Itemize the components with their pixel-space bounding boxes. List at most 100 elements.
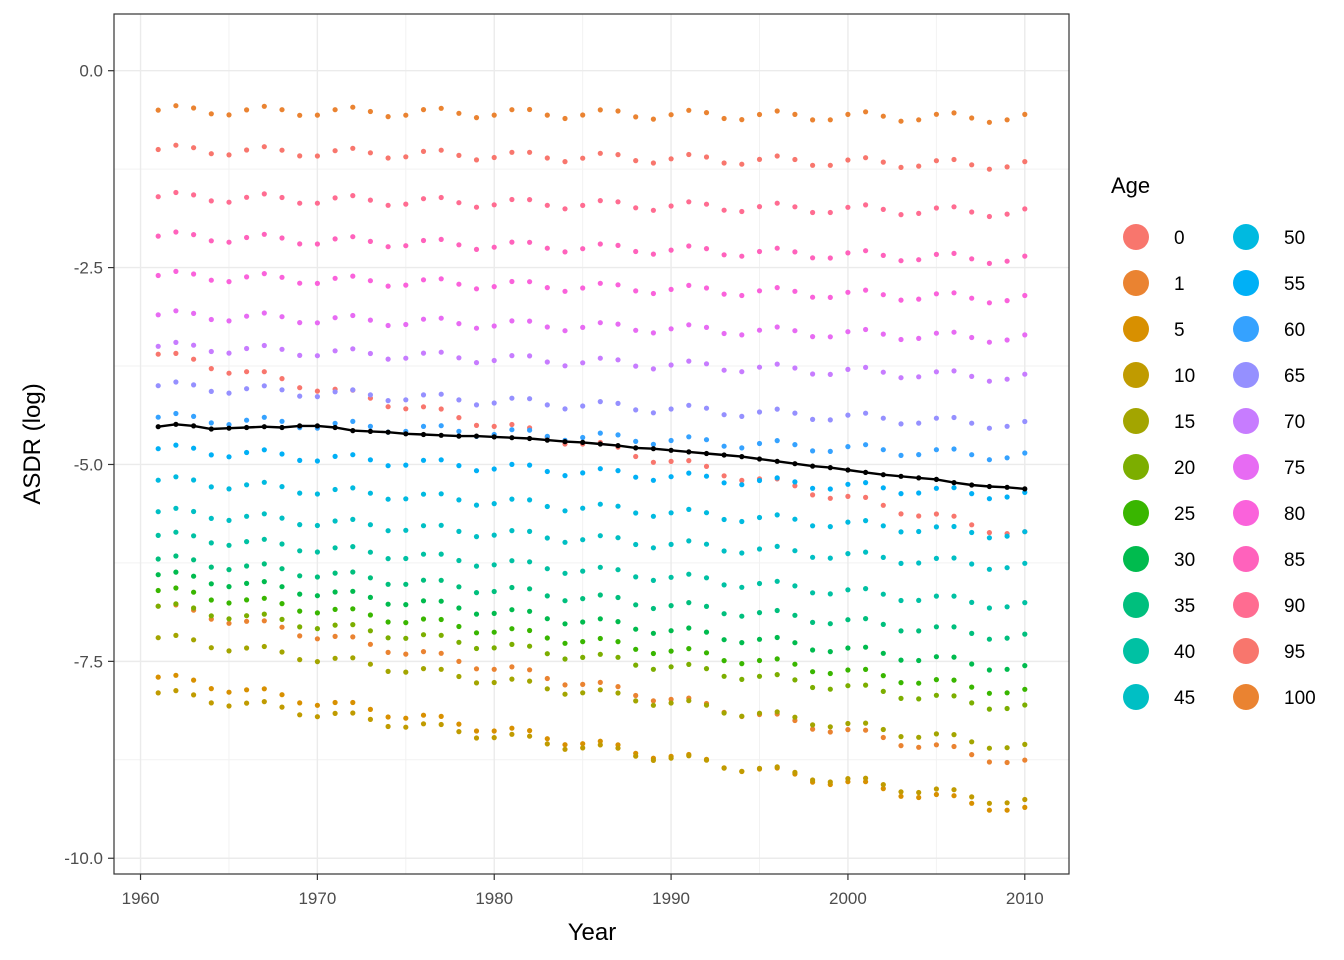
data-point <box>933 369 940 375</box>
data-point <box>774 108 780 114</box>
data-point <box>633 288 639 294</box>
data-point <box>933 330 940 336</box>
data-point <box>544 433 550 439</box>
data-point <box>1004 745 1010 751</box>
data-point <box>898 258 904 264</box>
x-tick-label: 1990 <box>652 889 690 908</box>
x-tick-label: 2010 <box>1006 889 1044 908</box>
data-point <box>456 242 462 248</box>
data-point <box>721 207 727 213</box>
data-point <box>385 322 391 329</box>
data-point <box>615 357 621 363</box>
data-point <box>668 474 674 480</box>
data-point <box>686 698 692 704</box>
data-point <box>509 461 515 467</box>
data-point <box>350 104 356 110</box>
data-point <box>1004 635 1010 641</box>
data-point <box>509 528 515 534</box>
data-point <box>898 529 904 535</box>
data-point <box>332 589 338 595</box>
data-point <box>314 702 320 708</box>
data-point <box>438 598 444 604</box>
data-point <box>403 397 409 403</box>
data-point <box>1004 666 1010 672</box>
data-point <box>385 723 391 730</box>
data-point <box>367 317 373 323</box>
data-point <box>703 629 710 635</box>
data-point <box>420 649 427 655</box>
data-point <box>880 591 886 597</box>
data-point <box>385 244 391 250</box>
data-point <box>155 603 161 609</box>
data-point <box>810 294 816 300</box>
data-point <box>155 194 161 200</box>
data-point <box>509 676 515 682</box>
data-point <box>969 115 975 121</box>
data-point <box>827 686 833 692</box>
data-point <box>756 409 763 415</box>
data-point <box>527 608 533 614</box>
data-point <box>633 158 639 164</box>
data-point <box>845 645 851 651</box>
data-point <box>739 550 745 556</box>
data-point <box>297 112 303 118</box>
data-point <box>226 370 232 376</box>
data-point <box>420 350 427 356</box>
y-tick-label: -10.0 <box>64 849 103 868</box>
data-point <box>456 528 462 535</box>
data-point <box>969 295 975 301</box>
data-point <box>933 251 940 257</box>
data-point <box>880 786 886 792</box>
data-point <box>686 322 692 328</box>
data-point <box>703 324 710 330</box>
average-line-point <box>810 463 816 469</box>
data-point <box>1004 258 1010 264</box>
data-point <box>951 693 957 699</box>
data-point <box>385 635 391 641</box>
data-point <box>863 549 869 555</box>
data-point <box>633 626 639 632</box>
data-point <box>438 105 444 111</box>
data-point <box>1022 663 1028 669</box>
data-point <box>986 759 993 765</box>
data-point <box>438 276 444 282</box>
data-point <box>527 667 533 673</box>
data-point <box>650 459 657 465</box>
data-point <box>261 191 267 197</box>
data-point <box>756 636 763 642</box>
data-point <box>438 391 444 397</box>
data-point <box>774 634 780 641</box>
data-point <box>173 268 179 274</box>
data-point <box>1022 804 1028 811</box>
data-point <box>509 641 515 648</box>
data-point <box>350 622 356 628</box>
average-line-point <box>633 445 639 451</box>
data-point <box>739 161 745 167</box>
data-point <box>244 700 250 706</box>
data-point <box>1022 332 1028 338</box>
data-point <box>810 523 816 529</box>
data-point <box>261 447 267 453</box>
data-point <box>721 611 727 617</box>
data-point <box>261 511 267 517</box>
data-point <box>615 468 621 474</box>
data-point <box>544 359 550 365</box>
data-point <box>650 630 657 636</box>
data-point <box>314 574 320 580</box>
data-point <box>986 690 993 696</box>
data-point <box>544 245 550 251</box>
data-point <box>597 241 603 247</box>
data-point <box>827 255 833 261</box>
data-point <box>756 364 763 370</box>
data-point <box>244 274 250 280</box>
legend-key-label: 95 <box>1284 642 1305 663</box>
data-point <box>544 535 550 541</box>
data-point <box>279 376 285 382</box>
data-point <box>314 593 320 599</box>
data-point <box>615 108 621 114</box>
data-point <box>456 463 462 469</box>
data-point <box>650 698 657 704</box>
data-point <box>509 353 515 359</box>
data-point <box>562 691 568 697</box>
data-point <box>173 229 179 235</box>
